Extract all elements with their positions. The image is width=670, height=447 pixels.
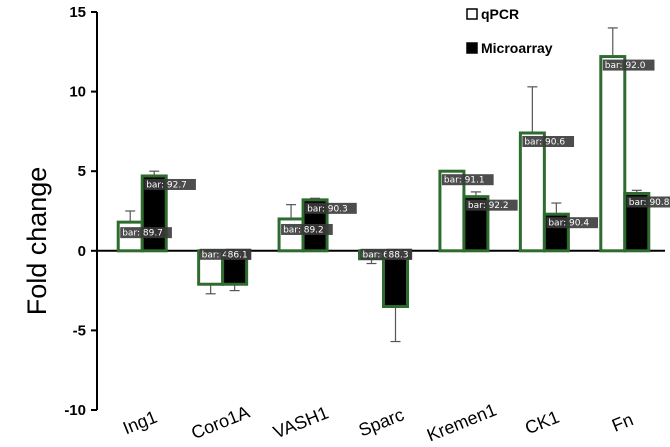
data-label: bar: 90.4 — [546, 217, 599, 229]
category-label: Ing1 — [120, 407, 160, 439]
y-tick-label: -5 — [73, 322, 86, 339]
category-label: CK1 — [522, 407, 562, 439]
category-label: Sparc — [356, 404, 407, 440]
data-label-bg — [522, 135, 575, 147]
y-tick-label: 15 — [69, 4, 86, 21]
data-label: bar: 92.2 — [465, 199, 518, 211]
data-label-bg — [281, 223, 333, 235]
data-label: bar: 64.0 — [360, 248, 413, 260]
data-label-bg — [386, 248, 412, 260]
data-label-text: bar: 89.7 — [122, 229, 163, 239]
data-label-bg — [199, 248, 252, 260]
data-label: bar: 91.1 — [441, 174, 494, 186]
data-label-text: bar: 90.6 — [524, 137, 565, 147]
category-label: VASH1 — [270, 402, 331, 442]
data-label-bg — [360, 248, 413, 260]
data-label-text: bar: 92.0 — [605, 61, 646, 71]
data-label: bar: 43.6 — [199, 248, 252, 260]
data-label-bg — [626, 196, 670, 208]
data-label-bg — [120, 227, 172, 239]
data-label-bg — [144, 178, 196, 190]
y-tick-label: 0 — [78, 243, 86, 260]
y-tick-label: 5 — [78, 163, 86, 180]
error-bars-layer — [125, 27, 642, 343]
data-label: bar: 90.3 — [305, 202, 357, 214]
legend-swatch — [466, 8, 478, 20]
data-label: bar: 90.8 — [626, 196, 670, 208]
data-label: 86.1 — [225, 248, 251, 260]
y-tick-label: 10 — [69, 84, 86, 101]
category-label: Fn — [609, 409, 636, 435]
data-labels-layer: bar: 89.7 bar: 92.7 bar: 43.686.1 bar: 89.2… — [120, 59, 670, 260]
data-label-text: bar: 64.0 — [363, 250, 404, 260]
legend-swatch — [466, 42, 478, 54]
bars-layer — [116, 55, 651, 309]
data-label-text: bar: 92.2 — [468, 201, 509, 211]
data-label-text: bar: 91.1 — [444, 176, 485, 186]
legend-label: qPCR — [481, 6, 519, 22]
data-label-text: bar: 43.6 — [202, 250, 243, 260]
data-label-bg — [225, 248, 251, 260]
y-tick-label: -10 — [64, 402, 86, 419]
category-labels: Ing1 Coro1A VASH1 Sparc Kremen1 CK1 Fn — [120, 399, 636, 445]
data-label-bg — [465, 199, 518, 211]
data-label-bg — [441, 174, 494, 186]
data-label-text: bar: 92.7 — [146, 180, 187, 190]
data-label-bg — [602, 59, 655, 71]
data-label-text: bar: 89.2 — [283, 225, 324, 235]
legend-label: Microarray — [481, 40, 553, 56]
data-label-text: bar: 90.8 — [629, 198, 670, 208]
data-label-text: bar: 90.4 — [548, 219, 589, 229]
legend: qPCR Microarray — [466, 6, 553, 56]
y-axis-label: Fold change — [22, 167, 52, 316]
bar-qpcr — [599, 55, 627, 253]
data-label: bar: 89.7 — [120, 227, 172, 239]
data-label-bg — [305, 202, 357, 214]
data-label: bar: 92.0 — [602, 59, 655, 71]
category-label: Kremen1 — [424, 399, 499, 445]
data-label: bar: 90.6 — [522, 135, 575, 147]
data-label-text: bar: 90.3 — [307, 204, 348, 214]
data-label-text: 86.1 — [228, 250, 248, 260]
bar-qpcr — [518, 131, 546, 253]
data-label: bar: 89.2 — [281, 223, 333, 235]
data-label-text: 88.3 — [389, 250, 409, 260]
data-label-bg — [546, 217, 599, 229]
category-label: Coro1A — [188, 402, 252, 443]
data-label: 88.3 — [386, 248, 412, 260]
data-label: bar: 92.7 — [144, 178, 196, 190]
